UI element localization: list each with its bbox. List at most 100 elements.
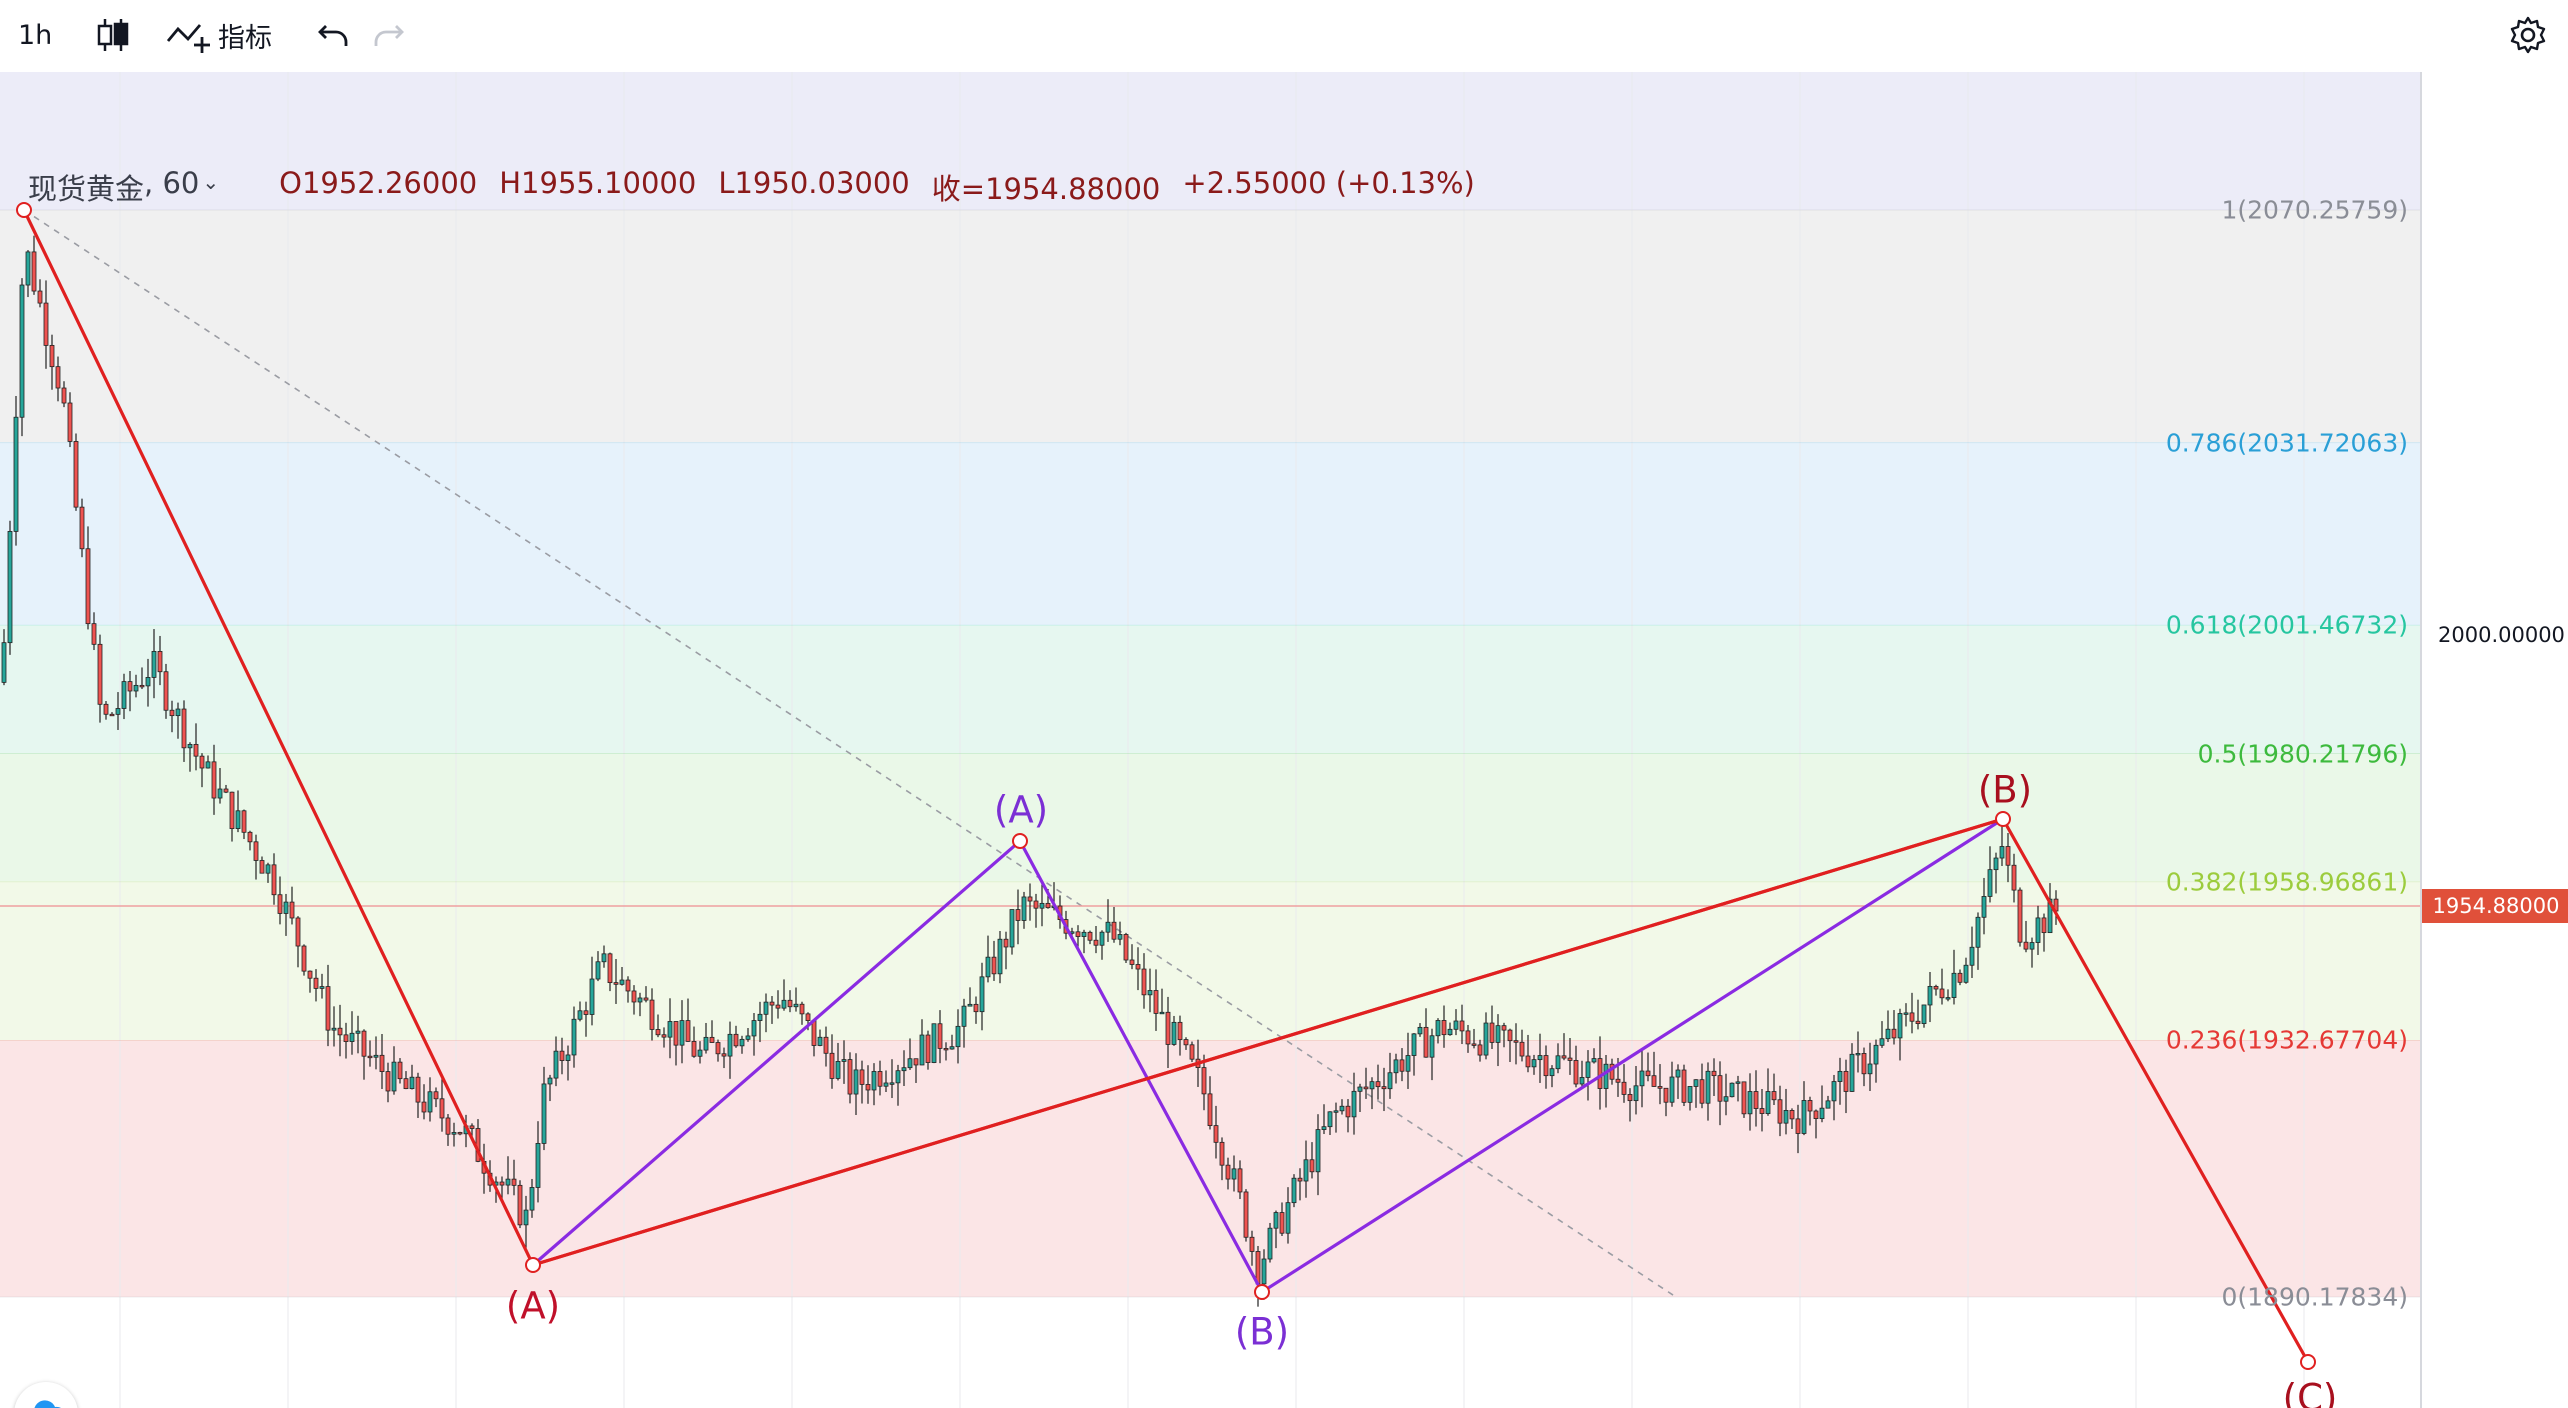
- candle-body: [577, 1010, 583, 1020]
- legend-interval[interactable]: 60: [162, 166, 200, 200]
- candle-body: [805, 1013, 811, 1021]
- candle-body: [343, 1034, 349, 1042]
- candle-body: [367, 1055, 373, 1059]
- candle-body: [235, 810, 241, 829]
- fib-trend-line: [23, 209, 1677, 1298]
- candle-body: [1411, 1033, 1417, 1056]
- candle-body: [1861, 1053, 1867, 1075]
- candle-body: [1819, 1107, 1825, 1119]
- candle-body: [1117, 934, 1123, 940]
- candle-body: [1759, 1108, 1765, 1114]
- wave-line[interactable]: [532, 817, 2004, 1267]
- wave-point[interactable]: [1254, 1284, 1270, 1300]
- candle-body: [319, 986, 325, 989]
- candle-body: [445, 1117, 451, 1135]
- price-axis[interactable]: 2000.00000 1954.88000: [2420, 72, 2568, 1408]
- candle-body: [1009, 909, 1015, 948]
- candle-body: [1285, 1202, 1291, 1234]
- chart-pane[interactable]: 现货黄金 , 60 ⌄ O1952.26000 H1955.10000 L195…: [0, 72, 2420, 1408]
- wave-label-minor-a[interactable]: (A): [993, 788, 1049, 832]
- wave-point[interactable]: [16, 202, 32, 218]
- candle-body: [271, 864, 277, 896]
- wave-point[interactable]: [525, 1257, 541, 1273]
- interval-button[interactable]: 1h: [18, 0, 52, 70]
- wave-point[interactable]: [2300, 1354, 2316, 1370]
- candle-body: [295, 917, 301, 947]
- candle-body: [697, 1049, 703, 1057]
- candle-body: [1903, 1012, 1909, 1015]
- candle-body: [1789, 1110, 1795, 1120]
- candle-body: [739, 1038, 745, 1047]
- candle-body: [997, 938, 1003, 975]
- wave-label-major-c[interactable]: (C): [2282, 1376, 2338, 1408]
- candle-body: [379, 1054, 385, 1072]
- candle-body: [217, 788, 223, 799]
- chevron-down-icon[interactable]: ⌄: [202, 170, 220, 194]
- candle-body: [1363, 1086, 1369, 1090]
- candle-body: [1201, 1067, 1207, 1095]
- chart-type-button[interactable]: [96, 0, 130, 70]
- candle-body: [361, 1030, 367, 1057]
- candle-body: [823, 1036, 829, 1054]
- candle-body: [1159, 1011, 1165, 1015]
- candle-body: [1177, 1021, 1183, 1040]
- candle-body: [349, 1032, 355, 1042]
- candle-body: [1513, 1040, 1519, 1043]
- candle-body: [1999, 846, 2005, 859]
- candle-body: [241, 810, 247, 833]
- wave-point[interactable]: [1995, 811, 2011, 827]
- wave-label-major-b[interactable]: (B): [1977, 768, 2033, 812]
- candle-body: [1735, 1081, 1741, 1084]
- candle-body: [1483, 1022, 1489, 1056]
- candle-body: [751, 1020, 757, 1037]
- candle-body: [1249, 1236, 1255, 1252]
- elliott-wave-lines[interactable]: [16, 202, 2316, 1370]
- redo-button[interactable]: [372, 0, 406, 70]
- candle-body: [1915, 1020, 1921, 1025]
- wave-label-major-a[interactable]: (A): [505, 1284, 561, 1328]
- candle-body: [337, 1027, 343, 1036]
- fib-label-0_236: 0.236(1932.67704): [2165, 1025, 2408, 1055]
- wave-point[interactable]: [1012, 833, 1028, 849]
- candle-body: [1879, 1038, 1885, 1046]
- wave-label-minor-b[interactable]: (B): [1234, 1310, 1290, 1354]
- candle-body: [1591, 1058, 1597, 1063]
- candle-body: [43, 302, 49, 346]
- candle-body: [259, 860, 265, 874]
- candle-body: [1795, 1118, 1801, 1134]
- candle-body: [679, 1020, 685, 1046]
- settings-button[interactable]: [2508, 0, 2548, 70]
- candle-body: [1357, 1086, 1363, 1092]
- candle-body: [781, 999, 787, 1009]
- fib-label-1: 1(2070.25759): [2221, 195, 2408, 225]
- candle-body: [847, 1059, 853, 1095]
- candle-body: [1723, 1096, 1729, 1102]
- candle-body: [649, 999, 655, 1030]
- candle-body: [1135, 964, 1141, 970]
- cloud-logo-icon: [34, 1400, 61, 1408]
- candle-body: [1897, 1013, 1903, 1039]
- candle-body: [1333, 1110, 1339, 1113]
- candle-body: [1747, 1091, 1753, 1115]
- candle-body: [67, 402, 73, 442]
- candle-body: [1003, 938, 1009, 948]
- symbol-name[interactable]: 现货黄金: [28, 172, 145, 206]
- candle-body: [469, 1125, 475, 1129]
- candle-body: [913, 1058, 919, 1066]
- candle-body: [919, 1034, 925, 1066]
- undo-button[interactable]: [316, 0, 350, 70]
- candle-body: [1441, 1020, 1447, 1036]
- chart-canvas[interactable]: [0, 72, 2420, 1408]
- candle-body: [1627, 1094, 1633, 1102]
- candle-body: [1717, 1075, 1723, 1102]
- wave-line[interactable]: [531, 817, 2004, 1295]
- indicators-button[interactable]: 指标: [166, 0, 272, 70]
- candle-body: [1987, 869, 1993, 897]
- candle-body: [397, 1061, 403, 1080]
- candle-body: [1687, 1086, 1693, 1103]
- candle-body: [1321, 1126, 1327, 1130]
- candle-body: [1729, 1082, 1735, 1098]
- candle-body: [1825, 1100, 1831, 1109]
- candle-body: [1657, 1086, 1663, 1089]
- candle-body: [1447, 1028, 1453, 1036]
